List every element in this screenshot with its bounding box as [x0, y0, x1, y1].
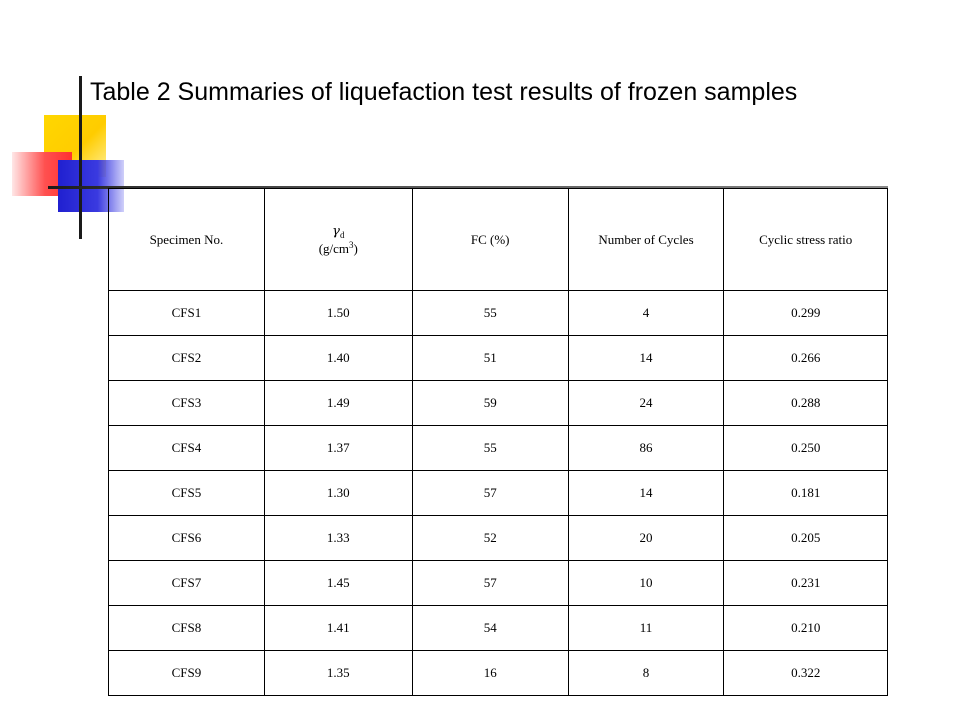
cell-specimen: CFS1 — [108, 290, 265, 336]
cell-specimen: CFS2 — [108, 335, 265, 381]
cell-specimen: CFS4 — [108, 425, 265, 471]
cell-cycles: 10 — [567, 560, 725, 606]
table-row: CFS9 1.35 16 8 0.322 — [108, 650, 888, 696]
cell-dry-density: 1.37 — [263, 425, 413, 471]
cell-cycles: 8 — [567, 650, 725, 696]
cell-specimen: CFS7 — [108, 560, 265, 606]
cell-csr: 0.205 — [723, 515, 888, 561]
cell-csr: 0.181 — [723, 470, 888, 516]
cell-dry-density: 1.41 — [263, 605, 413, 651]
cell-dry-density: 1.40 — [263, 335, 413, 381]
cell-dry-density: 1.50 — [263, 290, 413, 336]
cell-dry-density: 1.45 — [263, 560, 413, 606]
cell-fines-content: 55 — [411, 290, 569, 336]
table-header-row: Specimen No. γd (g/cm3) FC (%) Number of… — [108, 188, 888, 291]
cell-csr: 0.266 — [723, 335, 888, 381]
cell-fines-content: 55 — [411, 425, 569, 471]
decorative-vertical-line — [79, 76, 82, 239]
cell-cycles: 4 — [567, 290, 725, 336]
table-row: CFS6 1.33 52 20 0.205 — [108, 515, 888, 561]
cell-cycles: 14 — [567, 335, 725, 381]
cell-cycles: 24 — [567, 380, 725, 426]
table-row: CFS1 1.50 55 4 0.299 — [108, 290, 888, 336]
table-row: CFS2 1.40 51 14 0.266 — [108, 335, 888, 381]
header-fines-content: FC (%) — [411, 188, 569, 291]
header-specimen: Specimen No. — [108, 188, 265, 291]
cell-fines-content: 57 — [411, 560, 569, 606]
cell-cycles: 11 — [567, 605, 725, 651]
table-row: CFS4 1.37 55 86 0.250 — [108, 425, 888, 471]
unit-prefix: (g/cm — [318, 240, 350, 256]
table-row: CFS5 1.30 57 14 0.181 — [108, 470, 888, 516]
header-dry-density: γd (g/cm3) — [263, 188, 413, 291]
cell-specimen: CFS6 — [108, 515, 265, 561]
dry-density-symbol: γd — [265, 223, 412, 240]
cell-fines-content: 52 — [411, 515, 569, 561]
cell-fines-content: 59 — [411, 380, 569, 426]
header-cyclic-stress-ratio: Cyclic stress ratio — [723, 188, 888, 291]
gamma-subscript: d — [339, 229, 345, 240]
unit-suffix: ) — [353, 240, 358, 256]
table-row: CFS8 1.41 54 11 0.210 — [108, 605, 888, 651]
cell-csr: 0.231 — [723, 560, 888, 606]
results-table: Specimen No. γd (g/cm3) FC (%) Number of… — [108, 188, 888, 696]
cell-fines-content: 51 — [411, 335, 569, 381]
cell-specimen: CFS8 — [108, 605, 265, 651]
cell-cycles: 86 — [567, 425, 725, 471]
cell-csr: 0.299 — [723, 290, 888, 336]
gamma-symbol: γ — [332, 223, 340, 239]
cell-fines-content: 54 — [411, 605, 569, 651]
unit-power: 3 — [349, 239, 354, 250]
slide-title: Table 2 Summaries of liquefaction test r… — [90, 78, 798, 106]
cell-fines-content: 16 — [411, 650, 569, 696]
cell-specimen: CFS3 — [108, 380, 265, 426]
table-row: CFS7 1.45 57 10 0.231 — [108, 560, 888, 606]
cell-csr: 0.322 — [723, 650, 888, 696]
cell-dry-density: 1.35 — [263, 650, 413, 696]
cell-specimen: CFS5 — [108, 470, 265, 516]
cell-dry-density: 1.33 — [263, 515, 413, 561]
cell-cycles: 20 — [567, 515, 725, 561]
cell-dry-density: 1.30 — [263, 470, 413, 516]
cell-csr: 0.250 — [723, 425, 888, 471]
decorative-horizontal-line — [48, 186, 888, 189]
cell-csr: 0.288 — [723, 380, 888, 426]
table-row: CFS3 1.49 59 24 0.288 — [108, 380, 888, 426]
cell-cycles: 14 — [567, 470, 725, 516]
cell-csr: 0.210 — [723, 605, 888, 651]
cell-dry-density: 1.49 — [263, 380, 413, 426]
dry-density-unit: (g/cm3) — [265, 240, 412, 257]
cell-fines-content: 57 — [411, 470, 569, 516]
cell-specimen: CFS9 — [108, 650, 265, 696]
header-number-of-cycles: Number of Cycles — [567, 188, 725, 291]
